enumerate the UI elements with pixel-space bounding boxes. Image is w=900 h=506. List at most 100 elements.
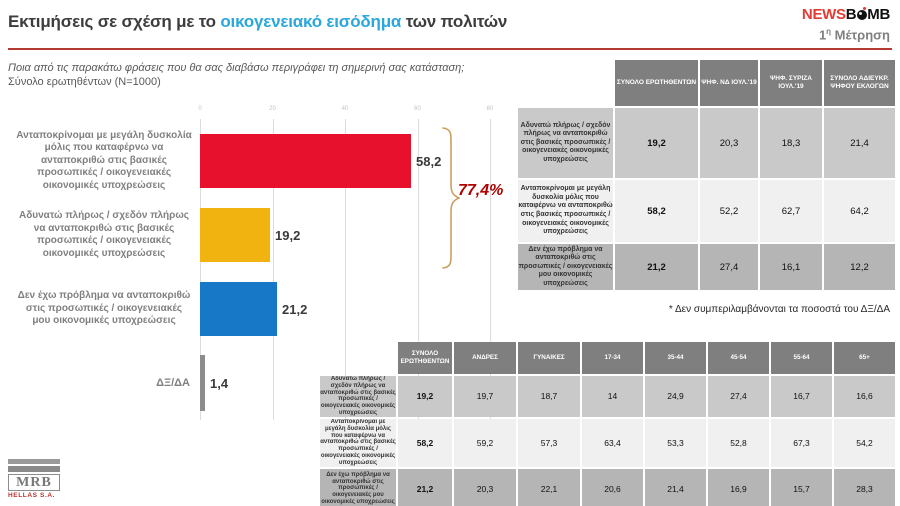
column-header xyxy=(320,342,396,374)
bar xyxy=(200,282,277,336)
header-divider xyxy=(8,48,892,50)
table-cell: 22,1 xyxy=(518,468,580,506)
bar xyxy=(200,355,205,411)
x-tick-label: 40 xyxy=(341,106,349,112)
demographics-table: ΣΥΝΟΛΟ ΕΡΩΤΗΘΕΝΤΩΝ ΑΝΔΡΕΣ ΓΥΝΑΙΚΕΣ 17-34 35-… xyxy=(318,340,897,506)
x-tick-label: 20 xyxy=(269,106,276,112)
brand-news-text: NEWS xyxy=(801,6,846,23)
table-row: Αδυνατώ πλήρως / σχεδόν πλήρως να ανταπο… xyxy=(320,376,895,417)
table-cell: 16,6 xyxy=(834,376,895,417)
title-suffix: των πολιτών xyxy=(401,12,508,31)
table-cell: 67,3 xyxy=(771,418,832,467)
vote-breakdown-table: ΣΥΝΟΛΟ ΕΡΩΤΗΘΕΝΤΩΝ ΨΗΦ. ΝΔ ΙΟΥΛ.'19 ΨΗΦ. Σ… xyxy=(516,58,897,292)
mrb-logo: MRB HELLAS S.A. xyxy=(8,459,60,499)
table-cell: 21,4 xyxy=(824,108,895,178)
table-cell: 18,3 xyxy=(760,108,822,178)
page-title: Εκτιμήσεις σε σχέση με το οικογενειακό ε… xyxy=(8,12,507,32)
sample-size: Σύνολο ερωτηθέντων (N=1000) xyxy=(8,76,161,88)
column-header: ΑΝΔΡΕΣ xyxy=(454,342,516,374)
row-label: Δεν έχω πρόβλημα να ανταποκριθώ στις προ… xyxy=(320,468,396,506)
chart-bar-row: Δεν έχω πρόβλημα να ανταποκριθώ στις προ… xyxy=(8,272,508,346)
table-cell: 21,2 xyxy=(398,468,452,506)
bar-value-label: 21,2 xyxy=(282,301,308,317)
table-cell: 20,3 xyxy=(454,468,516,506)
table-row: Ανταποκρίνομαι με μεγάλη δυσκολία μόλις … xyxy=(320,418,895,467)
bar-chart: 0 20 40 60 80 Ανταποκρίνομαι με μεγάλη δυσκο… xyxy=(8,106,508,424)
column-header: ΓΥΝΑΙΚΕΣ xyxy=(518,342,580,374)
footnote: * Δεν συμπεριλαμβάνονται τα ποσοστά του … xyxy=(668,304,890,315)
table-cell: 15,7 xyxy=(771,468,832,506)
chart-bar-row: Ανταποκρίνομαι με μεγάλη δυσκολία μόλις … xyxy=(8,124,508,198)
table-cell: 21,2 xyxy=(615,244,698,290)
x-tick-label: 80 xyxy=(486,106,494,112)
bar xyxy=(200,208,270,262)
x-tick-label: 0 xyxy=(198,106,202,112)
table-cell: 63,4 xyxy=(582,418,643,467)
table-cell: 21,4 xyxy=(645,468,706,506)
table-cell: 57,3 xyxy=(518,418,580,467)
table-row: Ανταποκρίνομαι με μεγάλη δυσκολία μόλις … xyxy=(518,180,895,242)
bar xyxy=(200,134,411,188)
chart-gridlines xyxy=(200,119,491,420)
sum-percentage: 77,4% xyxy=(458,182,504,199)
question-block: Ποια από τις παρακάτω φράσεις που θα σας… xyxy=(8,62,478,89)
column-header xyxy=(518,60,613,106)
table-cell: 19,2 xyxy=(615,108,698,178)
x-axis-ticks: 0 20 40 60 80 xyxy=(198,106,493,116)
row-label: Αδυνατώ πλήρως / σχεδόν πλήρως να ανταπο… xyxy=(320,376,396,417)
mrb-logo-text: MRB xyxy=(8,474,60,491)
brand-mb-text: MB xyxy=(867,6,890,23)
table-cell: 62,7 xyxy=(760,180,822,242)
table-cell: 14 xyxy=(582,376,643,417)
table-cell: 58,2 xyxy=(398,418,452,467)
table-cell: 58,2 xyxy=(615,180,698,242)
bar-value-label: 58,2 xyxy=(416,153,442,169)
table-cell: 52,8 xyxy=(708,418,769,467)
table-cell: 16,1 xyxy=(760,244,822,290)
table-cell: 16,7 xyxy=(771,376,832,417)
table-cell: 27,4 xyxy=(708,376,769,417)
column-header: ΣΥΝΟΛΟ ΑΔΙΕΥΚΡ. ΨΗΦΟΥ ΕΚΛΟΓΩΝ xyxy=(824,60,895,106)
row-label: Ανταποκρίνομαι με μεγάλη δυσκολία μόλις … xyxy=(518,180,613,242)
table-row: Δεν έχω πρόβλημα να ανταποκριθώ στις προ… xyxy=(320,468,895,506)
gridline xyxy=(345,119,346,420)
table-cell: 27,4 xyxy=(700,244,758,290)
column-header: 55-64 xyxy=(771,342,832,374)
bomb-icon xyxy=(856,6,867,20)
column-header: ΨΗΦ. ΝΔ ΙΟΥΛ.'19 xyxy=(700,60,758,106)
table-cell: 54,2 xyxy=(834,418,895,467)
row-label: Δεν έχω πρόβλημα να ανταποκριθώ στις προ… xyxy=(518,244,613,290)
column-header: ΣΥΝΟΛΟ ΕΡΩΤΗΘΕΝΤΩΝ xyxy=(398,342,452,374)
title-highlight: οικογενειακό εισόδημα xyxy=(220,12,402,31)
column-header: 35-44 xyxy=(645,342,706,374)
row-label: Αδυνατώ πλήρως / σχεδόν πλήρως να ανταπο… xyxy=(518,108,613,178)
table-cell: 12,2 xyxy=(824,244,895,290)
gridline xyxy=(273,119,274,420)
table-cell: 19,2 xyxy=(398,376,452,417)
measurement-word: Μέτρηση xyxy=(831,27,890,43)
column-header: ΣΥΝΟΛΟ ΕΡΩΤΗΘΕΝΤΩΝ xyxy=(615,60,698,106)
table-cell: 19,7 xyxy=(454,376,516,417)
measurement-number: 1 xyxy=(818,27,827,43)
table-row: Δεν έχω πρόβλημα να ανταποκριθώ στις προ… xyxy=(518,244,895,290)
bar-value-label: 19,2 xyxy=(275,227,301,243)
chart-bar-row: Αδυνατώ πλήρως / σχεδόν πλήρως να ανταπο… xyxy=(8,198,508,272)
table-cell: 52,2 xyxy=(700,180,758,242)
table-row: Αδυνατώ πλήρως / σχεδόν πλήρως να ανταπο… xyxy=(518,108,895,178)
measurement-superscript: η xyxy=(826,27,832,36)
table-cell: 20,3 xyxy=(700,108,758,178)
table-cell: 20,6 xyxy=(582,468,643,506)
column-header: ΨΗΦ. ΣΥΡΙΖΑ ΙΟΥΛ.'19 xyxy=(760,60,822,106)
newsbomb-logo: NEWSB MB xyxy=(802,6,890,23)
bar-category-label: Ανταποκρίνομαι με μεγάλη δυσκολία μόλις … xyxy=(16,129,192,191)
bar-category-label: ΔΞ/ΔΑ xyxy=(156,376,190,389)
gridline xyxy=(200,119,201,420)
bar-category-label: Δεν έχω πρόβλημα να ανταποκριθώ στις προ… xyxy=(17,290,191,327)
table-cell: 28,3 xyxy=(834,468,895,506)
mrb-logo-stripe xyxy=(8,459,60,472)
gridline xyxy=(418,119,419,420)
column-header: 45-54 xyxy=(708,342,769,374)
table-cell: 16,9 xyxy=(708,468,769,506)
table-cell: 64,2 xyxy=(824,180,895,242)
